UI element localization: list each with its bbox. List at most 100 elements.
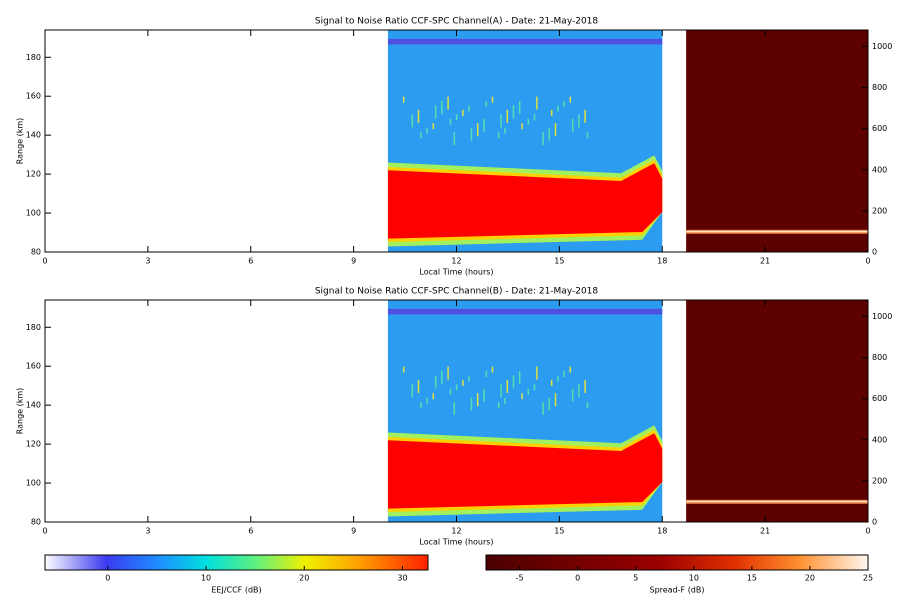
colorbar-tick-label: 15 — [747, 574, 757, 583]
echo-speckle — [432, 123, 435, 130]
y2-tick-label: 600 — [872, 394, 887, 403]
echo-speckle — [569, 96, 572, 103]
y-tick-label: 140 — [26, 401, 41, 410]
echo-speckle — [548, 397, 551, 411]
echo-speckle — [504, 397, 506, 404]
echo-speckle — [527, 118, 530, 125]
y2-tick-label: 200 — [872, 206, 887, 215]
echo-speckle — [542, 132, 544, 146]
colorbar-tick-label: 20 — [299, 574, 309, 583]
echo-speckle — [497, 132, 500, 139]
echo-speckle — [571, 118, 574, 132]
x-tick-label: 3 — [145, 527, 150, 536]
echo-speckle — [557, 105, 559, 112]
echo-speckle — [491, 366, 494, 373]
colorbar-tick-label: 20 — [805, 574, 815, 583]
echo-speckle — [571, 388, 574, 402]
echo-speckle — [426, 397, 428, 404]
echo-speckle — [462, 109, 464, 116]
echo-speckle — [476, 393, 479, 407]
y-tick-label: 160 — [26, 92, 41, 101]
x-axis-label: Local Time (hours) — [419, 268, 493, 277]
echo-speckle — [512, 105, 515, 119]
echo-speckle — [434, 105, 437, 119]
echo-speckle — [447, 366, 449, 380]
echo-speckle — [434, 375, 437, 389]
y2-tick-label: 800 — [872, 83, 887, 92]
echo-speckle — [402, 96, 405, 103]
echo-speckle — [506, 379, 509, 393]
y-axis-label: Range (km) — [16, 388, 25, 435]
echo-speckle — [550, 379, 553, 386]
echo-speckle — [491, 96, 494, 103]
x-axis-label: Local Time (hours) — [419, 538, 493, 547]
colorbar-tick-label: 10 — [201, 574, 211, 583]
echo-speckle — [455, 114, 458, 121]
x-tick-label: 6 — [248, 257, 253, 266]
echo-speckle — [420, 402, 422, 409]
y2-tick-label: 800 — [872, 353, 887, 362]
top-noise-band — [387, 38, 663, 45]
echo-speckle — [533, 384, 536, 391]
colorbar-tick-label: 0 — [105, 574, 110, 583]
echo-speckle — [542, 402, 544, 416]
echo-speckle — [402, 366, 405, 373]
echo-speckle — [563, 101, 565, 108]
colorbar-tick-label: 25 — [863, 574, 873, 583]
colorbar-label: EEJ/CCF (dB) — [211, 586, 261, 595]
y-tick-label: 80 — [31, 248, 41, 257]
echo-speckle — [449, 118, 452, 125]
x-tick-label: 9 — [351, 527, 356, 536]
echo-speckle — [578, 384, 580, 398]
x-tick-label: 0 — [42, 527, 47, 536]
echo-speckle — [432, 393, 435, 400]
colorbar-tick-label: 5 — [633, 574, 638, 583]
colorbar-label: Spread-F (dB) — [649, 586, 704, 595]
echo-speckle — [554, 393, 557, 407]
spread-f-background — [686, 300, 868, 522]
echo-speckle — [521, 123, 523, 130]
y2-tick-label: 0 — [872, 248, 877, 257]
echo-speckle — [483, 118, 485, 132]
y-tick-label: 120 — [26, 170, 41, 179]
echo-speckle — [500, 114, 502, 128]
y-tick-label: 120 — [26, 440, 41, 449]
echo-speckle — [417, 379, 420, 393]
y2-tick-label: 400 — [872, 165, 887, 174]
x-tick-label: 0 — [42, 257, 47, 266]
echo-speckle — [411, 384, 414, 398]
echo-speckle — [586, 402, 589, 409]
echo-speckle — [485, 101, 488, 108]
echo-speckle — [557, 375, 559, 382]
colorbar-tick-label: 10 — [689, 574, 699, 583]
echo-speckle — [470, 397, 473, 411]
echo-speckle — [521, 393, 523, 400]
x-tick-label: 15 — [554, 527, 564, 536]
y2-tick-label: 600 — [872, 124, 887, 133]
top-noise-band — [387, 308, 663, 315]
echo-speckle — [497, 402, 500, 409]
echo-speckle — [417, 109, 420, 123]
y2-tick-label: 1000 — [872, 312, 892, 321]
y-tick-label: 140 — [26, 131, 41, 140]
y2-tick-label: 400 — [872, 435, 887, 444]
x-tick-label: 21 — [760, 257, 770, 266]
echo-speckle — [554, 123, 557, 137]
echo-speckle — [470, 127, 473, 141]
x-tick-label: 3 — [145, 257, 150, 266]
y2-tick-label: 200 — [872, 476, 887, 485]
echo-speckle — [584, 109, 586, 123]
echo-speckle — [586, 132, 589, 139]
echo-speckle — [449, 388, 452, 395]
colorbar — [485, 554, 869, 571]
colorbar — [44, 554, 429, 571]
echo-speckle — [441, 371, 443, 385]
plot-title: Signal to Noise Ratio CCF-SPC Channel(A)… — [315, 17, 599, 27]
echo-speckle — [536, 366, 538, 380]
y2-tick-label: 0 — [872, 518, 877, 527]
echo-speckle — [569, 366, 572, 373]
spread-f-echo-core — [686, 230, 868, 233]
echo-speckle — [453, 132, 456, 146]
x-tick-label: 0 — [865, 257, 870, 266]
